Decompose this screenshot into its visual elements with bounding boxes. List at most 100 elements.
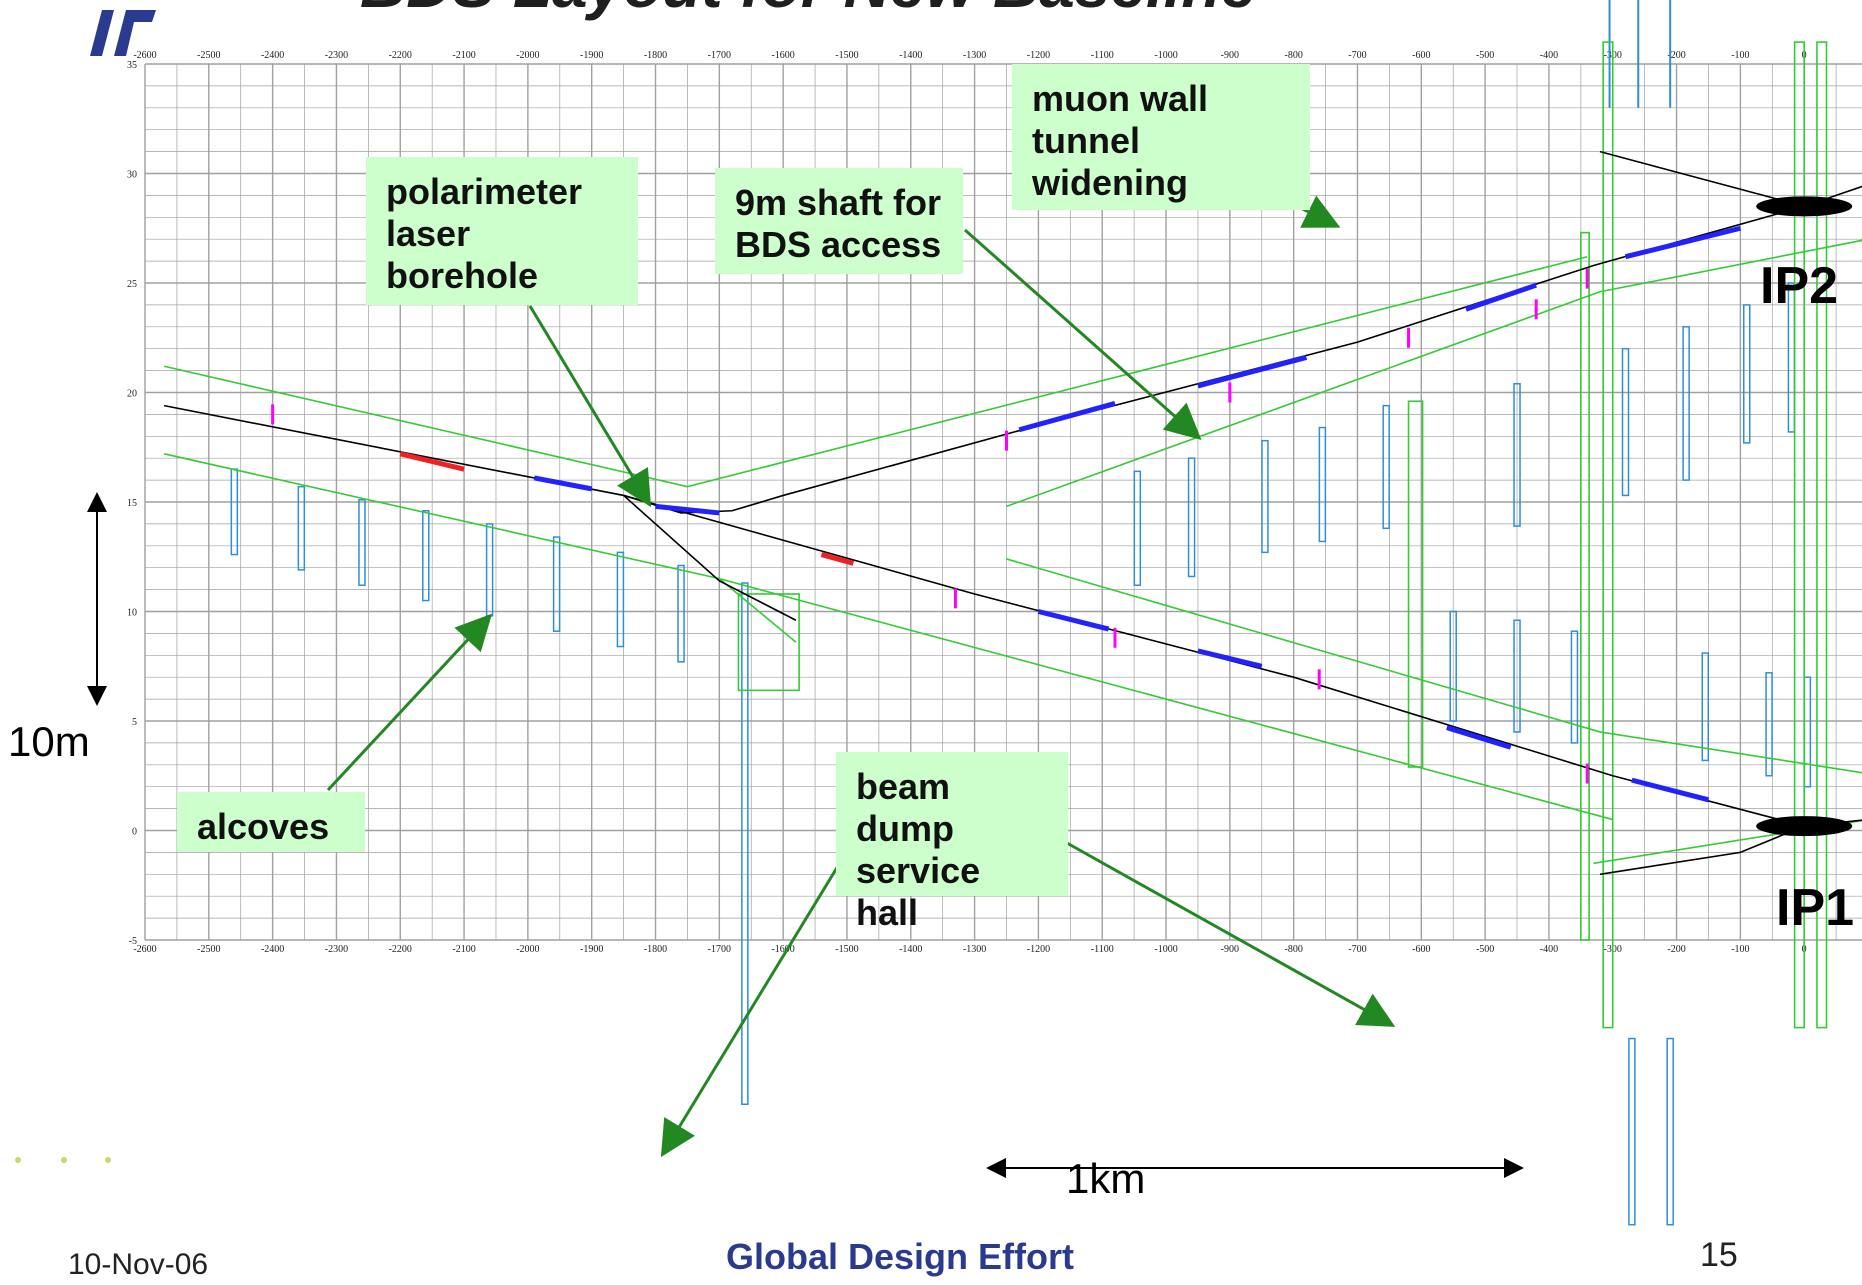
alcove	[1133, 470, 1142, 586]
x-tick-label: -2100	[452, 944, 475, 955]
x-tick-label: -1100	[1091, 50, 1114, 61]
alcove	[230, 468, 239, 556]
magnet-segment	[399, 451, 465, 472]
x-tick-label: -400	[1540, 944, 1558, 955]
callout-arrow	[528, 305, 652, 508]
shaft-outline	[1407, 400, 1424, 768]
y-tick-label: 15	[127, 498, 137, 509]
magnet-segment	[1446, 725, 1512, 750]
x-tick-label: -1200	[1027, 944, 1050, 955]
x-tick-label: -1100	[1091, 944, 1114, 955]
tunnel-outlines	[163, 41, 1862, 1029]
footer-date: 10-Nov-06	[68, 1248, 209, 1281]
footer-page-number: 15	[1700, 1236, 1738, 1274]
alcove	[485, 523, 494, 617]
magnet-segment	[1197, 355, 1308, 389]
alcove	[1682, 326, 1690, 481]
y-tick-label: 35	[127, 60, 137, 71]
shaft-outline	[1602, 41, 1614, 1029]
alcove	[1628, 1037, 1636, 1226]
x-tick-label: -500	[1476, 944, 1494, 955]
ip1-label: IP1	[1776, 879, 1855, 937]
x-tick-label: -700	[1348, 50, 1366, 61]
shaft-callout: 9m shaft for BDS access	[715, 168, 963, 274]
tunnel-wall	[163, 255, 1588, 488]
x-tick-label: -900	[1221, 944, 1239, 955]
alcove	[1187, 457, 1196, 578]
magnet-segment	[1018, 401, 1116, 433]
alcove	[677, 564, 685, 663]
alcove	[1803, 676, 1812, 788]
alcove	[1765, 672, 1773, 777]
magnet-segment	[1631, 777, 1710, 803]
slide-title: BDS Layout for New Baseline	[360, 0, 1256, 22]
x-tick-label: -1000	[1154, 944, 1177, 955]
magnet-segment	[533, 475, 593, 492]
x-tick-label: -2600	[133, 50, 156, 61]
x-tick-label: -2100	[452, 50, 475, 61]
polarimeter-callout: polarimeter laser borehole	[366, 157, 638, 305]
x-tick-label: -200	[1667, 944, 1685, 955]
muon-wall-callout: muon wall tunnel widening	[1012, 64, 1310, 210]
x-tick-label: -600	[1412, 944, 1430, 955]
callout-arrow	[964, 228, 1202, 440]
x-tick-label: -2200	[389, 944, 412, 955]
alcove	[1621, 347, 1630, 497]
x-tick-label: -500	[1476, 50, 1494, 61]
alcove	[1318, 426, 1327, 543]
ip-element	[1756, 816, 1853, 837]
x-tick-label: -1400	[899, 944, 922, 955]
y-tick-label: 20	[127, 389, 137, 400]
x-tick-label: -1600	[771, 944, 794, 955]
x-tick-label: -900	[1221, 50, 1239, 61]
alcove	[422, 510, 430, 602]
x-tick-label: -2500	[197, 50, 220, 61]
x-tick-label: -100	[1731, 944, 1749, 955]
shaft-outline	[1816, 41, 1828, 1029]
x-tick-label: -1500	[835, 50, 858, 61]
scale-1km-label: 1km	[1066, 1155, 1146, 1202]
tunnel-wall	[163, 453, 797, 643]
alcove	[1570, 630, 1579, 744]
magnet-segment	[1197, 648, 1263, 669]
alcove	[297, 485, 306, 571]
x-tick-label: -2400	[261, 50, 284, 61]
magnet-segment	[1624, 225, 1741, 260]
axis-ticks: -2600 -2600 -2500 -2500 -2400 -2400 -2300 -2300…	[127, 50, 1807, 955]
callout-arrow	[326, 613, 493, 792]
shaft-outline	[1793, 41, 1805, 1029]
x-tick-label: -2400	[261, 944, 284, 955]
alcove	[1513, 619, 1521, 733]
alcove	[616, 551, 625, 648]
alcove	[741, 582, 749, 1105]
alcove	[552, 536, 561, 632]
tunnel-wall	[1006, 558, 1862, 774]
x-tick-label: -700	[1348, 944, 1366, 955]
y-tick-label: 25	[127, 279, 137, 290]
tunnel-wall	[719, 577, 1613, 821]
x-tick-label: -1300	[963, 944, 986, 955]
alcove	[1261, 439, 1269, 554]
shaft-outline	[1580, 231, 1590, 941]
alcove	[1743, 304, 1751, 444]
alcove	[1513, 382, 1521, 527]
x-tick-label: -100	[1731, 50, 1749, 61]
x-tick-label: -1900	[580, 944, 603, 955]
x-tick-label: -400	[1540, 50, 1558, 61]
scale-10m-label: 10m	[8, 718, 90, 765]
alcove	[1701, 652, 1710, 762]
x-tick-label: -1000	[1154, 50, 1177, 61]
x-tick-label: -2000	[516, 50, 539, 61]
ip2-label: IP2	[1760, 257, 1839, 315]
magnet-segment	[1037, 609, 1110, 632]
shaft-outline	[737, 593, 800, 692]
magnet-segment	[820, 552, 855, 566]
y-tick-label: -5	[129, 936, 137, 947]
x-tick-label: -1700	[708, 50, 731, 61]
magnet-segment	[1465, 282, 1537, 312]
callout-arrow	[660, 865, 840, 1158]
y-tick-label: 30	[127, 170, 137, 181]
x-tick-label: -2600	[133, 944, 156, 955]
logo-icon	[90, 10, 156, 56]
magnet-segment	[655, 503, 720, 516]
